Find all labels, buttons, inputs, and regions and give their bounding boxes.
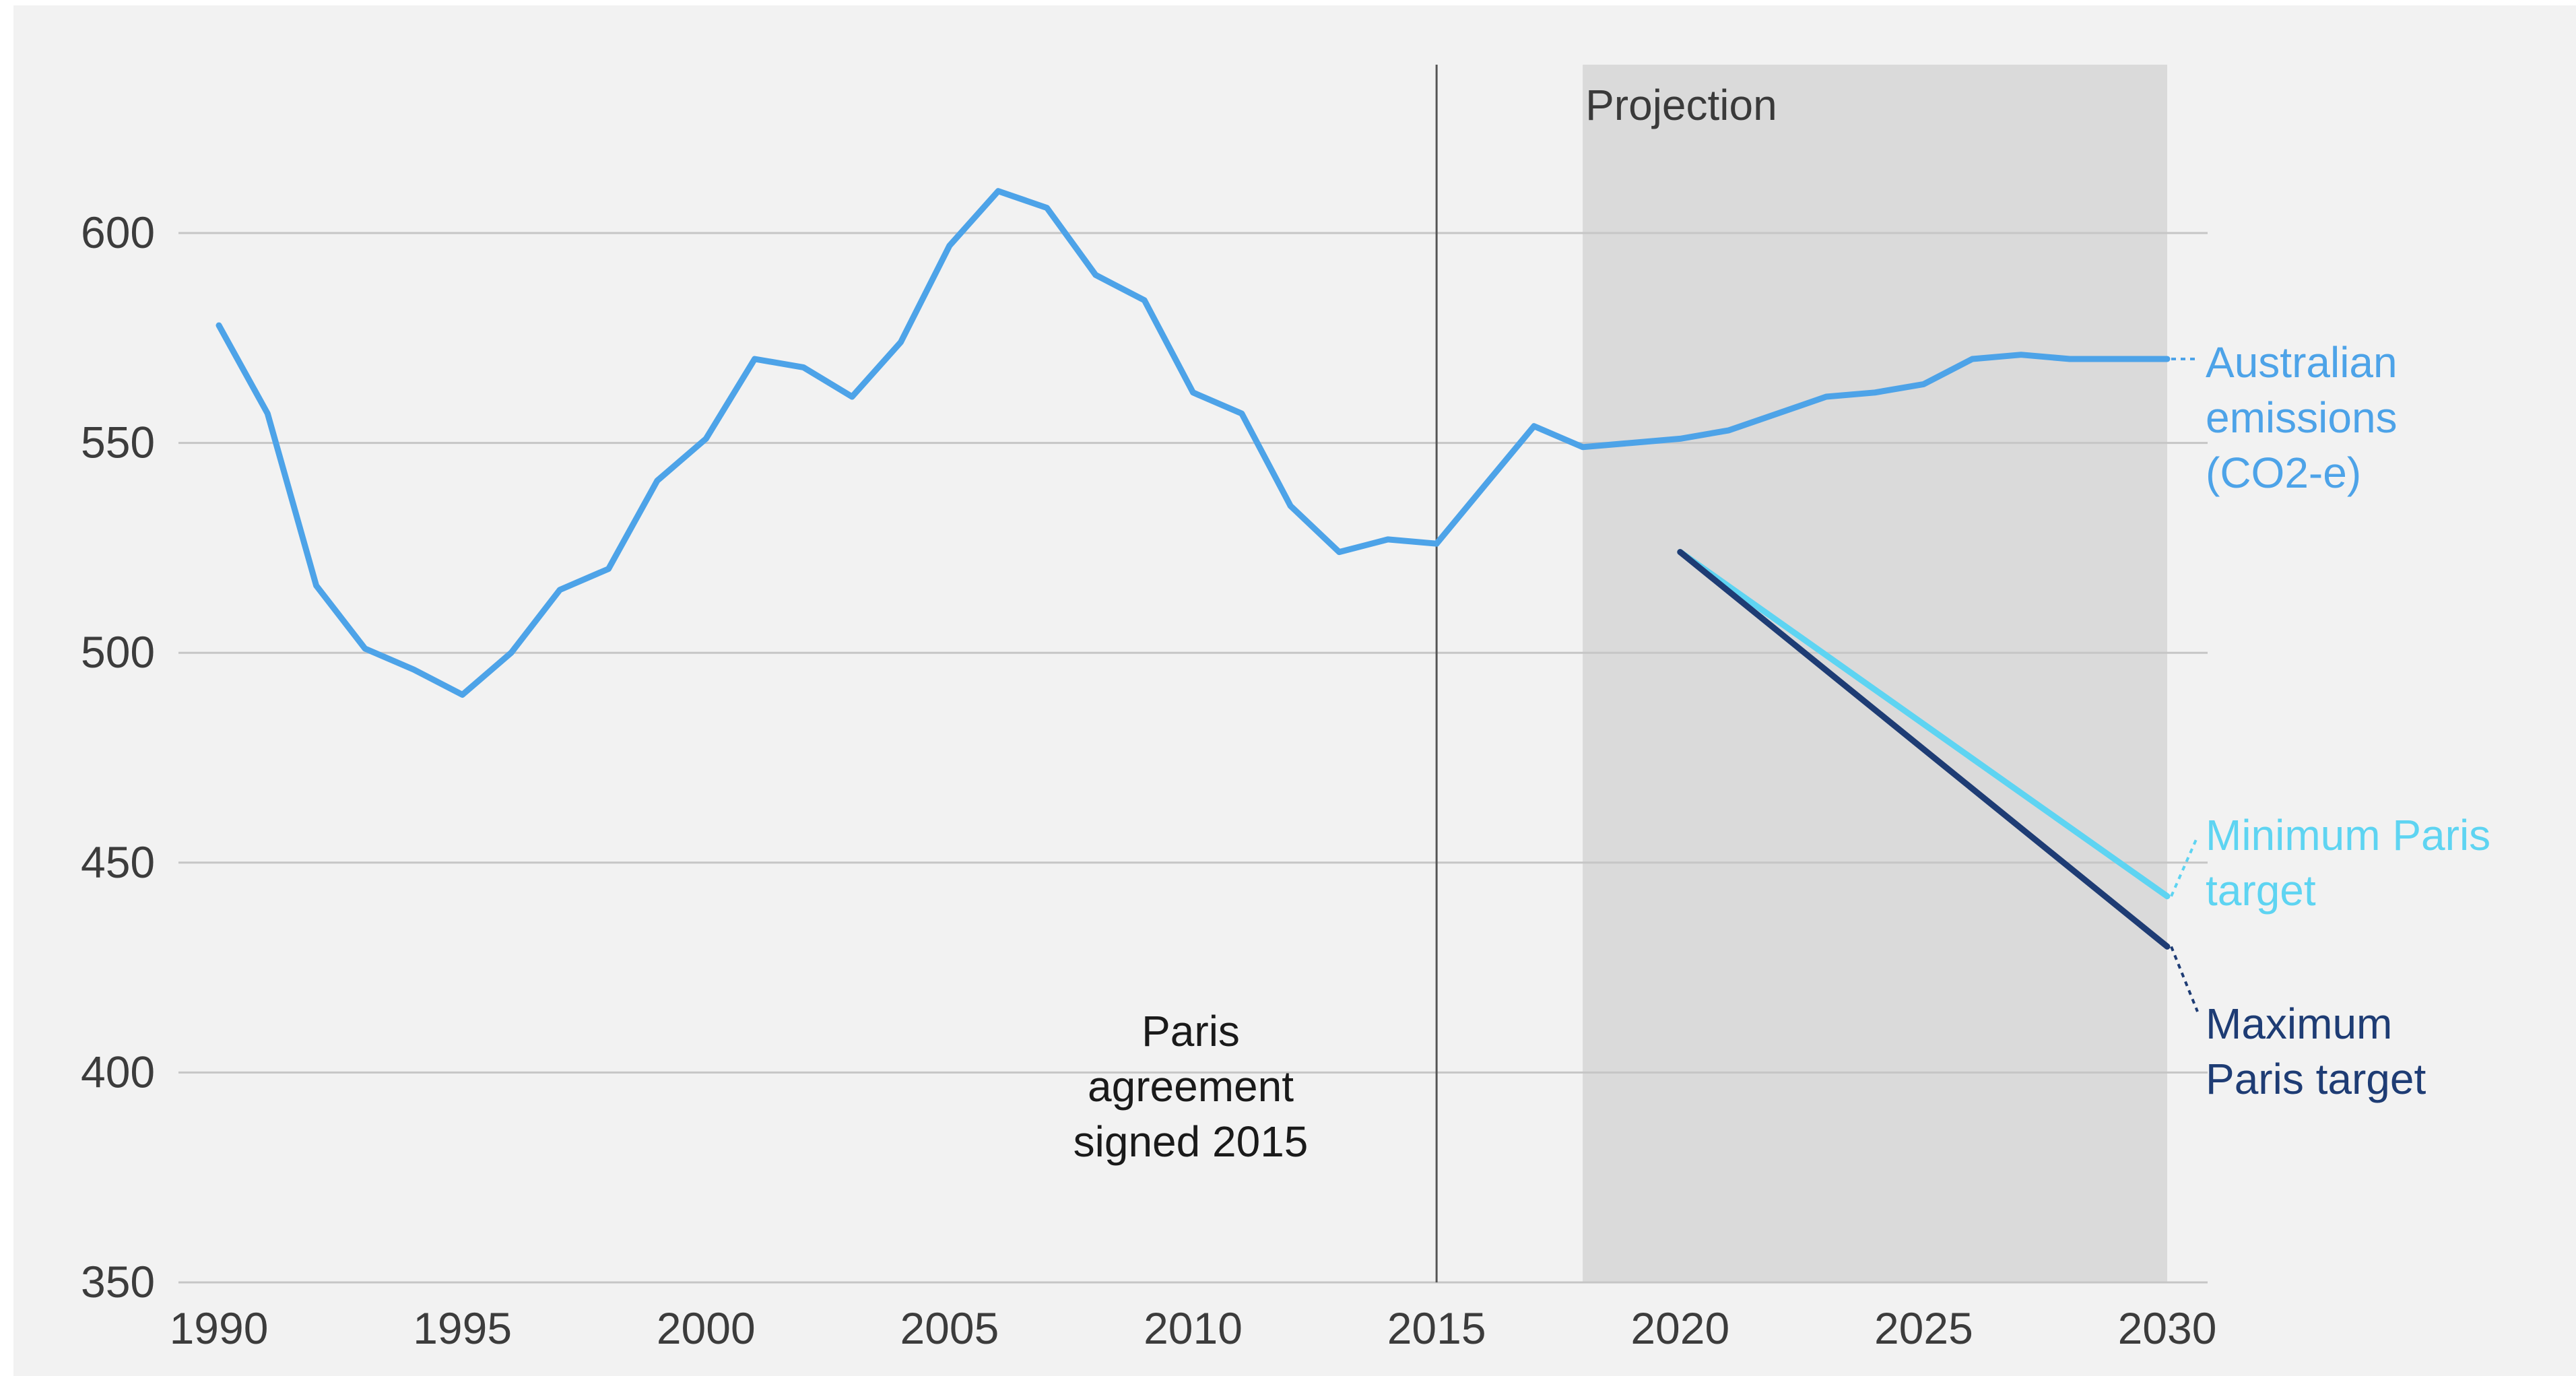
y-axis: 350 400 450 500 550 600 — [81, 207, 155, 1307]
series-label-max-paris: Paris target — [2206, 1055, 2426, 1103]
y-tick-label: 600 — [81, 207, 155, 257]
paris-agreement-label: Paris agreement signed 2015 — [1074, 1007, 1309, 1166]
series-line-max-paris — [1677, 549, 2171, 950]
x-tick-label: 2005 — [900, 1303, 999, 1353]
y-tick-label: 550 — [81, 418, 155, 467]
x-tick-label: 2030 — [2118, 1303, 2217, 1353]
leader-line — [2170, 836, 2199, 897]
paris-agreement-label-line: agreement — [1088, 1062, 1294, 1111]
y-tick-label: 400 — [81, 1047, 155, 1096]
x-tick-label: 2010 — [1144, 1303, 1243, 1353]
y-tick-label: 500 — [81, 627, 155, 677]
x-tick-label: 2015 — [1387, 1303, 1486, 1353]
series-label-min-paris: Minimum Paris — [2206, 811, 2490, 859]
paris-agreement-label-line: signed 2015 — [1074, 1117, 1309, 1166]
gridlines — [178, 232, 2208, 1284]
series-labels: Australian emissions (CO2-e) Minimum Paris t… — [2170, 338, 2490, 1103]
series-lines — [216, 188, 2171, 950]
x-tick-label: 2020 — [1630, 1303, 1729, 1353]
series-label-min-paris: target — [2206, 866, 2316, 915]
projection-label: Projection — [1585, 81, 1777, 129]
y-tick-label: 450 — [81, 837, 155, 887]
x-tick-label: 2025 — [1874, 1303, 1973, 1353]
series-label-max-paris: Maximum — [2206, 1000, 2392, 1048]
series-label-emissions: Australian — [2206, 338, 2398, 387]
series-line-min-paris — [1677, 549, 2171, 900]
series-label-emissions: (CO2-e) — [2206, 449, 2361, 497]
projection-region — [1583, 65, 2167, 1282]
paris-agreement-label-line: Paris — [1142, 1007, 1240, 1055]
series-label-emissions: emissions — [2206, 393, 2398, 442]
x-tick-label: 1990 — [170, 1303, 269, 1353]
series-line-emissions — [216, 188, 2171, 698]
x-tick-label: 2000 — [657, 1303, 756, 1353]
leader-line — [2170, 946, 2199, 1012]
x-axis: 1990 1995 2000 2005 2010 2015 2020 2025 2030 — [170, 1303, 2217, 1353]
y-tick-label: 350 — [81, 1257, 155, 1307]
x-tick-label: 1995 — [413, 1303, 512, 1353]
chart-background — [13, 5, 2576, 1376]
